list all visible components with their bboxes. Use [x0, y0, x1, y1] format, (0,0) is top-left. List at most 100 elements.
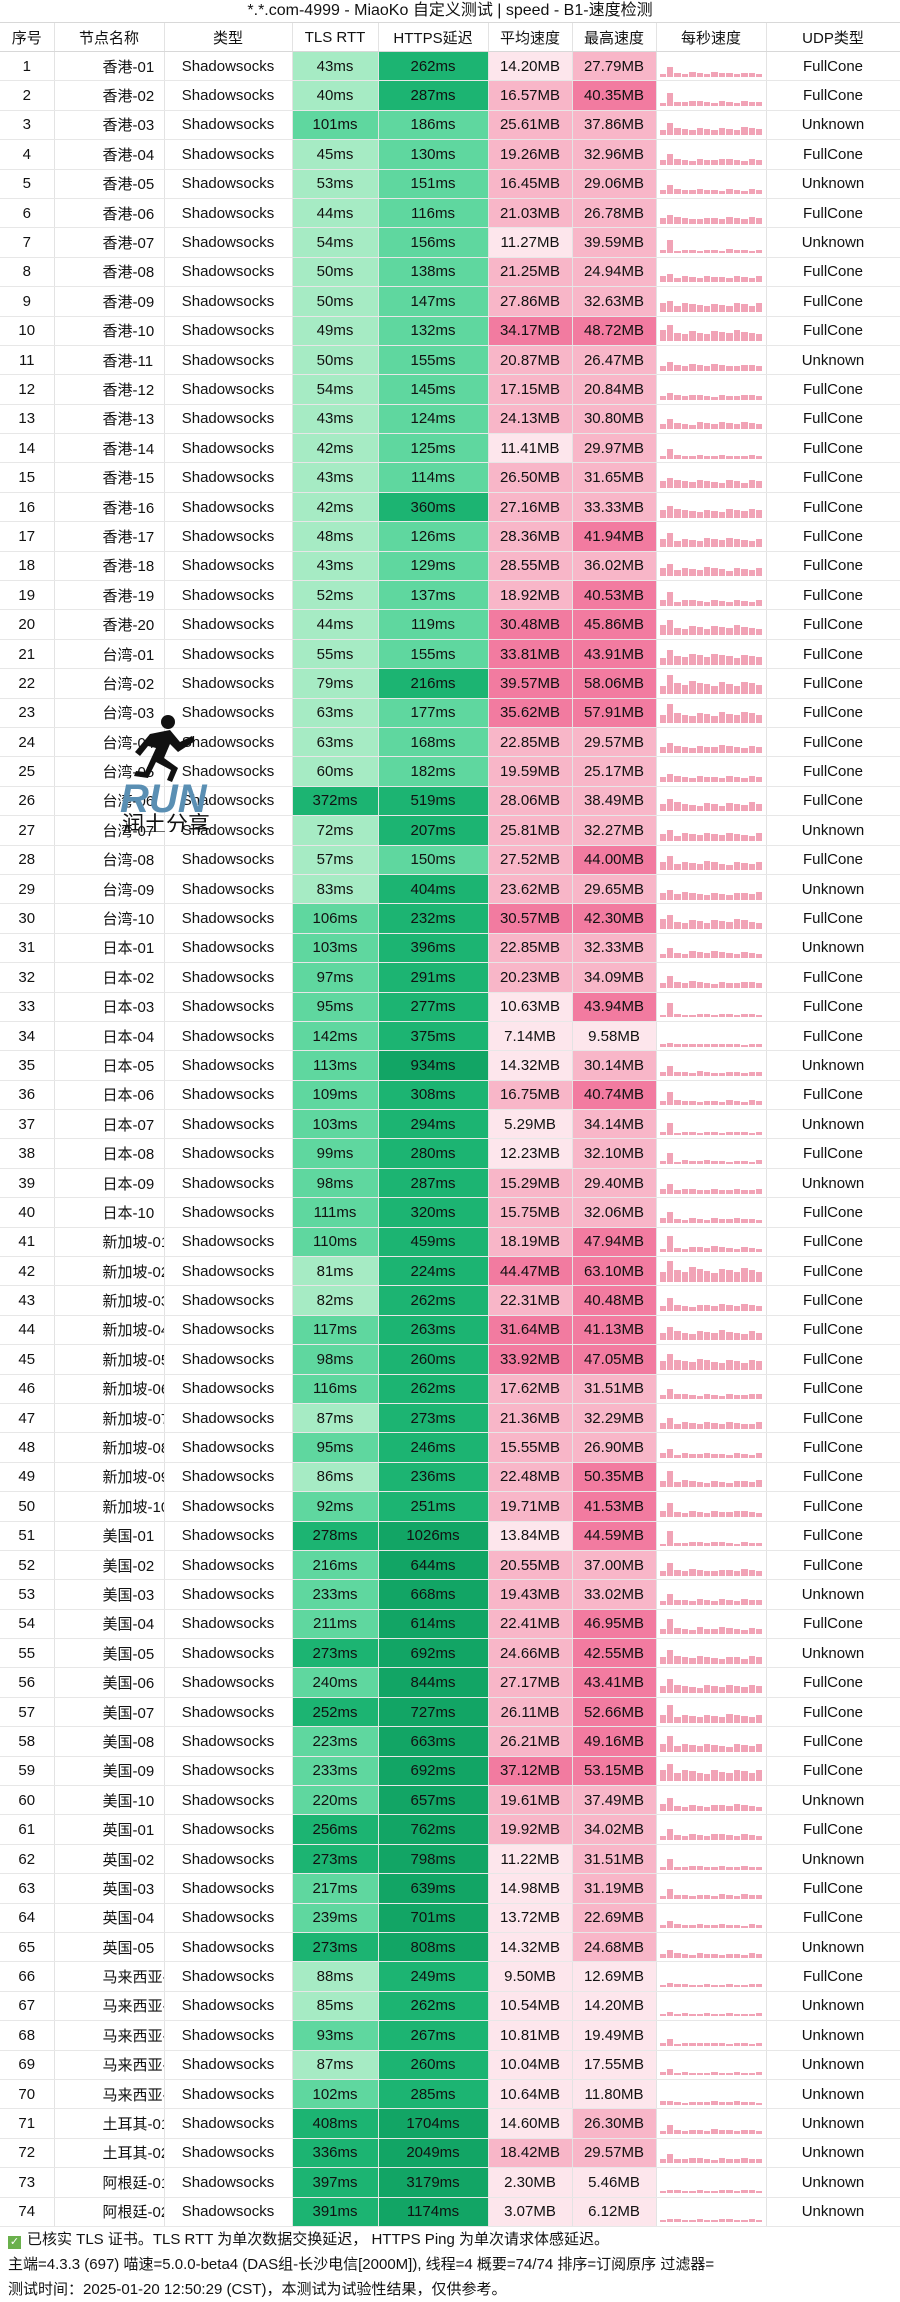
table-row[interactable]: 23 台湾-03 Shadowsocks 63ms 177ms 35.62MB 57.91M…: [0, 698, 900, 728]
table-row[interactable]: 38 日本-08 Shadowsocks 99ms 280ms 12.23MB 32.10M…: [0, 1138, 900, 1169]
header-https-latency[interactable]: HTTPS延迟: [378, 23, 489, 52]
table-row[interactable]: 44 新加坡-04 Shadowsocks 117ms 263ms 31.64MB 41.1…: [0, 1315, 900, 1346]
speed-bar: [748, 1717, 755, 1723]
table-row[interactable]: 30 台湾-10 Shadowsocks 106ms 232ms 30.57MB 42.30…: [0, 903, 900, 934]
speed-bar: [711, 1480, 718, 1488]
table-row[interactable]: 70马来西亚-05Shadowsocks102ms285ms10.64MB11.…: [0, 2079, 900, 2110]
table-row[interactable]: 37 日本-07 Shadowsocks 103ms 294ms 5.29MB 34.14M…: [0, 1109, 900, 1140]
table-row[interactable]: 60 美国-10 Shadowsocks 220ms 657ms 19.61MB 37.49…: [0, 1785, 900, 1816]
table-row[interactable]: 50 新加坡-10 Shadowsocks 92ms 251ms 19.71MB 41.53…: [0, 1491, 900, 1522]
header-avg-speed[interactable]: 平均速度: [488, 23, 573, 52]
table-row[interactable]: 71 土耳其-01 Shadowsocks 408ms 1704ms 14.60MB 26.…: [0, 2108, 900, 2139]
table-row[interactable]: 61 英国-01 Shadowsocks 256ms 762ms 19.92MB 34.02…: [0, 1814, 900, 1845]
table-row[interactable]: 10 香港-10 Shadowsocks 49ms 132ms 34.17MB 48.72M…: [0, 316, 900, 346]
table-row[interactable]: 29 台湾-09 Shadowsocks 83ms 404ms 23.62MB 29.65M…: [0, 874, 900, 905]
table-row[interactable]: 53 美国-03 Shadowsocks 233ms 668ms 19.43MB 33.02…: [0, 1579, 900, 1610]
speed-bar: [681, 953, 689, 959]
table-row[interactable]: 52 美国-02 Shadowsocks 216ms 644ms 20.55MB 37.00…: [0, 1550, 900, 1581]
table-row[interactable]: 3 香港-03 Shadowsocks 101ms 186ms 25.61MB 37.86M…: [0, 110, 900, 141]
header-per-second-speed[interactable]: 每秒速度: [656, 23, 767, 52]
table-row[interactable]: 17 香港-17 Shadowsocks 48ms 126ms 28.36MB 41.94M…: [0, 521, 900, 552]
table-row[interactable]: 73 阿根廷-01 Shadowsocks 397ms 3179ms 2.30MB 5.46…: [0, 2167, 900, 2198]
speed-bar: [696, 1304, 704, 1312]
table-row[interactable]: 18 香港-18 Shadowsocks 43ms 129ms 28.55MB 36.02M…: [0, 551, 900, 582]
avg-speed: 15.29MB: [488, 1168, 573, 1199]
header-tls-rtt[interactable]: TLS RTT: [292, 23, 379, 52]
speed-bar: [726, 395, 733, 400]
table-row[interactable]: 69马来西亚-04Shadowsocks87ms260ms10.04MB17.5…: [0, 2050, 900, 2080]
header-max-speed[interactable]: 最高速度: [572, 23, 657, 52]
per-second-speed-sparkline: [656, 492, 767, 523]
table-row[interactable]: 51 美国-01 Shadowsocks 278ms 1026ms 13.84MB 44.5…: [0, 1521, 900, 1551]
table-row[interactable]: 65 英国-05 Shadowsocks 273ms 808ms 14.32MB 24.68…: [0, 1932, 900, 1963]
speed-bar: [674, 455, 681, 459]
table-row[interactable]: 8 香港-08 Shadowsocks 50ms 138ms 21.25MB 24.94MB…: [0, 257, 900, 288]
table-row[interactable]: 55 美国-05 Shadowsocks 273ms 692ms 24.66MB 42.55…: [0, 1638, 900, 1669]
https-latency: 249ms: [378, 1961, 489, 1992]
table-row[interactable]: 45 新加坡-05 Shadowsocks 98ms 260ms 33.92MB 47.05…: [0, 1344, 900, 1375]
table-row[interactable]: 62 英国-02 Shadowsocks 273ms 798ms 11.22MB 31.51…: [0, 1844, 900, 1875]
table-row[interactable]: 59 美国-09 Shadowsocks 233ms 692ms 37.12MB 53.15…: [0, 1756, 900, 1787]
table-row[interactable]: 54 美国-04 Shadowsocks 211ms 614ms 22.41MB 46.95…: [0, 1609, 900, 1640]
speed-bar: [659, 1600, 666, 1605]
table-row[interactable]: 74 阿根廷-02 Shadowsocks 391ms 1174ms 3.07MB 6.12…: [0, 2197, 900, 2227]
table-row[interactable]: 21 台湾-01 Shadowsocks 55ms 155ms 33.81MB 43.91M…: [0, 639, 900, 670]
header-type[interactable]: 类型: [164, 23, 293, 52]
table-row[interactable]: 72 土耳其-02 Shadowsocks 336ms 2049ms 18.42MB 29.…: [0, 2138, 900, 2169]
speed-bar: [666, 1297, 674, 1312]
table-row[interactable]: 6 香港-06 Shadowsocks 44ms 116ms 21.03MB 26.78MB…: [0, 198, 900, 229]
table-row[interactable]: 25 台湾-05 Shadowsocks 60ms 182ms 19.59MB 25.17M…: [0, 756, 900, 787]
table-row[interactable]: 15 香港-15 Shadowsocks 43ms 114ms 26.50MB 31.65M…: [0, 462, 900, 493]
table-row[interactable]: 12 香港-12 Shadowsocks 54ms 145ms 17.15MB 20.84M…: [0, 374, 900, 405]
node-name: 香港-20: [54, 609, 165, 640]
table-row[interactable]: 22 台湾-02 Shadowsocks 79ms 216ms 39.57MB 58.06M…: [0, 668, 900, 699]
table-row[interactable]: 49 新加坡-09 Shadowsocks 86ms 236ms 22.48MB 50.35…: [0, 1462, 900, 1493]
table-row[interactable]: 31 日本-01 Shadowsocks 103ms 396ms 22.85MB 32.33…: [0, 933, 900, 964]
header-udp-type[interactable]: UDP类型: [766, 23, 900, 52]
table-row[interactable]: 63 英国-03 Shadowsocks 217ms 639ms 14.98MB 31.19…: [0, 1873, 900, 1904]
speed-bar: [659, 2159, 666, 2164]
table-row[interactable]: 5 香港-05 Shadowsocks 53ms 151ms 16.45MB 29.06MB…: [0, 169, 900, 199]
speed-bar: [748, 395, 755, 400]
table-row[interactable]: 36 日本-06 Shadowsocks 109ms 308ms 16.75MB 40.74…: [0, 1080, 900, 1111]
row-index: 8: [0, 257, 55, 288]
table-row[interactable]: 46 新加坡-06 Shadowsocks 116ms 262ms 17.62MB 31.5…: [0, 1374, 900, 1404]
table-row[interactable]: 68马来西亚-03Shadowsocks93ms267ms10.81MB19.4…: [0, 2020, 900, 2051]
table-row[interactable]: 32 日本-02 Shadowsocks 97ms 291ms 20.23MB 34.09M…: [0, 962, 900, 993]
table-row[interactable]: 48 新加坡-08 Shadowsocks 95ms 246ms 15.55MB 26.90…: [0, 1432, 900, 1463]
table-row[interactable]: 57 美国-07 Shadowsocks 252ms 727ms 26.11MB 52.66…: [0, 1697, 900, 1728]
table-row[interactable]: 7 香港-07 Shadowsocks 54ms 156ms 11.27MB 39.59MB…: [0, 227, 900, 258]
table-row[interactable]: 16 香港-16 Shadowsocks 42ms 360ms 27.16MB 33.33M…: [0, 492, 900, 523]
table-row[interactable]: 64 英国-04 Shadowsocks 239ms 701ms 13.72MB 22.69…: [0, 1903, 900, 1934]
table-row[interactable]: 1 香港-01 Shadowsocks 43ms 262ms 14.20MB 27.79MB…: [0, 51, 900, 82]
table-row[interactable]: 43 新加坡-03 Shadowsocks 82ms 262ms 22.31MB 40.48…: [0, 1285, 900, 1316]
table-row[interactable]: 35 日本-05 Shadowsocks 113ms 934ms 14.32MB 30.14…: [0, 1050, 900, 1081]
table-row[interactable]: 28 台湾-08 Shadowsocks 57ms 150ms 27.52MB 44.00M…: [0, 845, 900, 875]
table-row[interactable]: 26 台湾-06 Shadowsocks 372ms 519ms 28.06MB 38.49…: [0, 786, 900, 817]
table-row[interactable]: 2 香港-02 Shadowsocks 40ms 287ms 16.57MB 40.35MB…: [0, 80, 900, 111]
table-row[interactable]: 33 日本-03 Shadowsocks 95ms 277ms 10.63MB 43.94M…: [0, 992, 900, 1022]
tls-rtt: 106ms: [292, 903, 379, 934]
table-row[interactable]: 19 香港-19 Shadowsocks 52ms 137ms 18.92MB 40.53M…: [0, 580, 900, 611]
table-row[interactable]: 42 新加坡-02 Shadowsocks 81ms 224ms 44.47MB 63.10…: [0, 1256, 900, 1287]
table-row[interactable]: 13 香港-13 Shadowsocks 43ms 124ms 24.13MB 30.80M…: [0, 404, 900, 435]
table-row[interactable]: 9 香港-09 Shadowsocks 50ms 147ms 27.86MB 32.63MB…: [0, 286, 900, 317]
table-row[interactable]: 20 香港-20 Shadowsocks 44ms 119ms 30.48MB 45.86M…: [0, 609, 900, 640]
table-row[interactable]: 47 新加坡-07 Shadowsocks 87ms 273ms 21.36MB 32.29…: [0, 1403, 900, 1434]
table-row[interactable]: 41 新加坡-01 Shadowsocks 110ms 459ms 18.19MB 47.9…: [0, 1227, 900, 1258]
speed-bar: [718, 1745, 726, 1752]
header-index[interactable]: 序号: [0, 23, 55, 52]
table-row[interactable]: 27 台湾-07 Shadowsocks 72ms 207ms 25.81MB 32.27M…: [0, 815, 900, 846]
header-node-name[interactable]: 节点名称: [54, 23, 165, 52]
speed-bar: [748, 365, 755, 371]
table-row[interactable]: 40 日本-10 Shadowsocks 111ms 320ms 15.75MB 32.06…: [0, 1197, 900, 1228]
table-row[interactable]: 34 日本-04 Shadowsocks 142ms 375ms 7.14MB 9.58MB…: [0, 1021, 900, 1052]
table-row[interactable]: 4 香港-04 Shadowsocks 45ms 130ms 19.26MB 32.96MB…: [0, 139, 900, 170]
max-speed: 31.51MB: [572, 1374, 657, 1404]
table-row[interactable]: 58 美国-08 Shadowsocks 223ms 663ms 26.21MB 49.16…: [0, 1726, 900, 1757]
table-row[interactable]: 11 香港-11 Shadowsocks 50ms 155ms 20.87MB 26.47M…: [0, 345, 900, 376]
table-row[interactable]: 66马来西亚-01Shadowsocks88ms249ms9.50MB12.69…: [0, 1961, 900, 1992]
table-row[interactable]: 39 日本-09 Shadowsocks 98ms 287ms 15.29MB 29.40M…: [0, 1168, 900, 1199]
table-row[interactable]: 56 美国-06 Shadowsocks 240ms 844ms 27.17MB 43.41…: [0, 1667, 900, 1698]
table-row[interactable]: 14 香港-14 Shadowsocks 42ms 125ms 11.41MB 29.97M…: [0, 433, 900, 464]
